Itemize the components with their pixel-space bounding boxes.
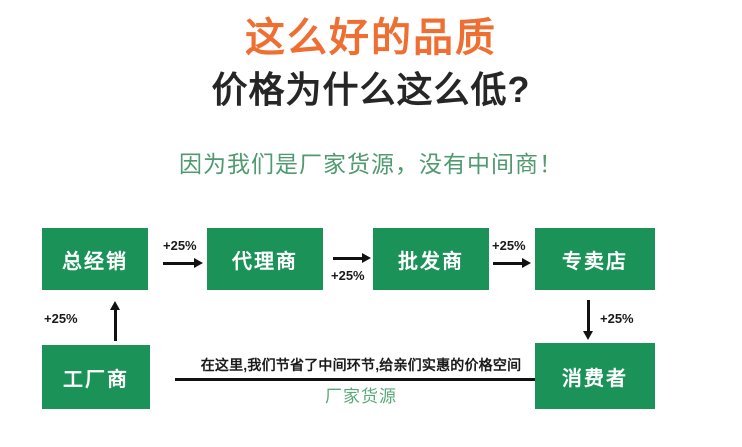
markup-label-distributor-to-agent: +25% (163, 238, 197, 253)
markup-label-wholesaler-to-store: +25% (492, 238, 526, 253)
flow-node-consumer: 消费者 (535, 343, 655, 409)
flow-node-general-distributor: 总经销 (42, 228, 148, 290)
flow-node-label: 专卖店 (562, 250, 628, 273)
flow-node-specialty-store: 专卖店 (535, 228, 655, 290)
flow-node-label: 批发商 (398, 250, 464, 273)
arrow-wholesaler-to-store (493, 258, 531, 268)
arrow-factory-to-distributor (110, 301, 120, 341)
markup-label-store-to-consumer: +25% (600, 311, 634, 326)
flow-node-label: 代理商 (232, 250, 298, 273)
flow-node-label: 消费者 (562, 367, 628, 390)
flow-node-factory: 工厂商 (42, 345, 150, 409)
headline-primary: 这么好的品质 (245, 16, 497, 60)
headline-secondary: 价格为什么这么低? (211, 69, 531, 110)
arrow-store-to-consumer (583, 300, 593, 340)
flow-node-label: 总经销 (62, 250, 128, 273)
subtitle-text: 因为我们是厂家货源，没有中间商！ (179, 151, 563, 177)
arrow-distributor-to-agent (163, 258, 203, 268)
direct-channel-caption-bottom: 厂家货源 (325, 387, 397, 406)
markup-label-factory-to-distributor: +25% (44, 311, 78, 326)
flow-node-agent: 代理商 (207, 228, 323, 290)
direct-channel-caption-top: 在这里,我们节省了中间环节,给亲们实惠的价格空间 (200, 357, 522, 373)
arrow-agent-to-wholesaler (333, 253, 371, 263)
markup-label-agent-to-wholesaler: +25% (331, 268, 365, 283)
flow-node-label: 工厂商 (63, 368, 129, 391)
flow-node-wholesaler: 批发商 (373, 228, 489, 290)
